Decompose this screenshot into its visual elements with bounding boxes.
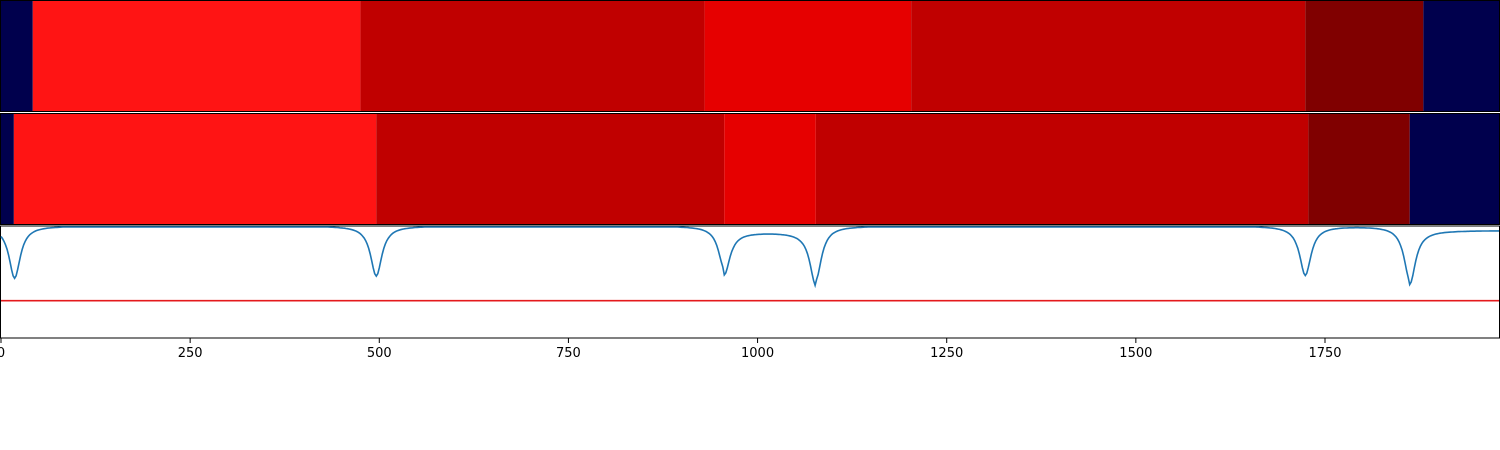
x-tick-label: 500 <box>367 346 392 361</box>
heatmap-segment <box>704 1 912 111</box>
x-axis: 0 250 500 750 1000 1250 1500 1750 <box>0 338 1342 361</box>
heatmap-segment <box>815 114 1309 224</box>
signal-panel <box>0 225 1500 339</box>
heatmap-segment <box>1 1 33 111</box>
heatmap-segment <box>1305 1 1424 111</box>
heatmap-segment <box>1409 114 1499 224</box>
heatmap-segment <box>911 1 1306 111</box>
heatmap-segment <box>32 1 361 111</box>
x-tick-label: 1750 <box>1308 346 1341 361</box>
heatmap-segment <box>1 114 14 224</box>
x-tick-label: 1250 <box>930 346 963 361</box>
heatmap-segment <box>13 114 377 224</box>
x-tick-label: 750 <box>556 346 581 361</box>
signal-frame <box>0 225 1500 339</box>
signal-series-line <box>0 226 1499 289</box>
x-tick-label: 1500 <box>1119 346 1152 361</box>
heatmap-track-2 <box>0 113 1500 225</box>
heatmap-segment <box>376 114 725 224</box>
heatmap-track-1 <box>0 0 1500 112</box>
x-tick-label: 250 <box>178 346 203 361</box>
heatmap-segment <box>1308 114 1410 224</box>
heatmap-segment <box>1423 1 1499 111</box>
x-tick-label: 0 <box>0 346 5 361</box>
heatmap-segment <box>360 1 705 111</box>
heatmap-segment <box>724 114 816 224</box>
x-tick-label: 1000 <box>741 346 774 361</box>
